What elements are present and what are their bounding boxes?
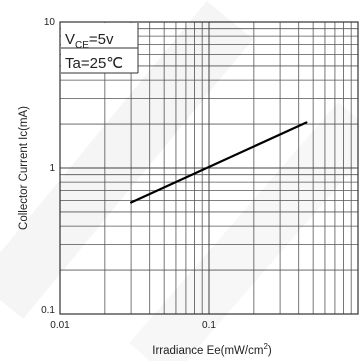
x-axis-label-tail: ) xyxy=(268,345,272,357)
x-axis-label: Irradiance Ee(mW/cm2) xyxy=(152,342,272,357)
y-tick-label: 1 xyxy=(49,163,55,174)
y-tick-label: 10 xyxy=(44,17,56,28)
vce-rest: =5v xyxy=(89,31,114,48)
vce-sub: CE xyxy=(75,40,89,51)
series-line-0 xyxy=(129,121,308,204)
y-tick-label: 0.1 xyxy=(41,305,55,316)
x-tick-label: 0.1 xyxy=(202,320,216,331)
plot-frame xyxy=(59,21,359,315)
series-layer xyxy=(129,121,308,204)
condition-box: VCE=5v Ta=25℃ xyxy=(61,23,139,74)
y-axis-label: Collector Current Ic(mA) xyxy=(18,106,30,230)
vce-main: V xyxy=(65,31,75,48)
x-axis-label-base: Irradiance Ee(mW/cm xyxy=(152,345,263,357)
tick-labels: 0.01 0.1 10 1 0.1 xyxy=(41,17,216,331)
ta-label: Ta=25℃ xyxy=(65,55,123,72)
vce-label: VCE=5v xyxy=(65,31,114,51)
x-axis-label-sup: 2 xyxy=(263,342,268,351)
x-tick-label: 0.01 xyxy=(50,320,70,331)
